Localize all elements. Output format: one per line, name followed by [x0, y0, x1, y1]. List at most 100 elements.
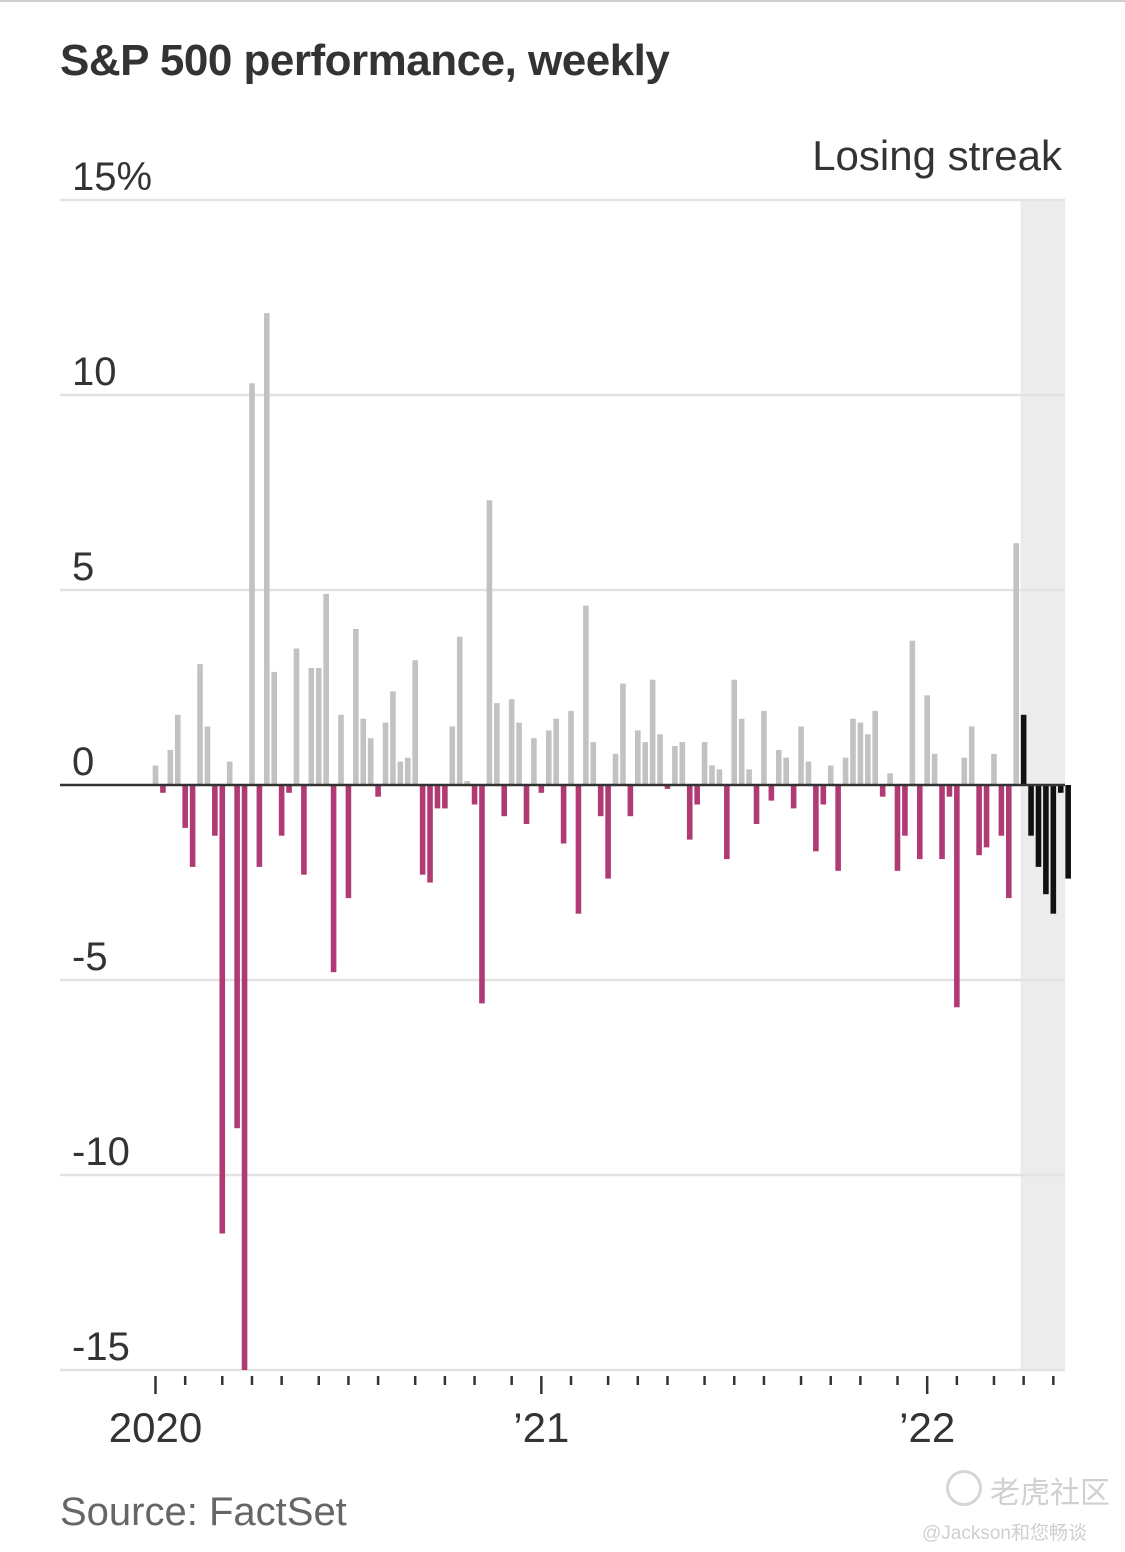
- bar: [976, 785, 982, 856]
- bar: [293, 648, 300, 785]
- bar: [501, 785, 508, 817]
- bar: [798, 726, 804, 785]
- bar: [1043, 785, 1049, 895]
- bar: [835, 785, 841, 871]
- bar: [731, 679, 738, 785]
- bar: [226, 761, 233, 785]
- bar: [508, 699, 515, 785]
- grid-layer: [60, 198, 1065, 1372]
- bar: [427, 785, 433, 883]
- bar: [382, 722, 389, 785]
- bar: [946, 785, 953, 797]
- bar: [575, 785, 582, 914]
- bar: [746, 769, 752, 785]
- bar: [738, 718, 745, 785]
- bar: [679, 742, 686, 785]
- bar: [865, 734, 871, 785]
- bar: [442, 785, 448, 809]
- y-tick-label: -10: [72, 1130, 130, 1174]
- bar: [1065, 785, 1071, 879]
- bar: [486, 500, 493, 785]
- bar: [241, 785, 248, 1370]
- bar: [1028, 785, 1034, 836]
- bar: [583, 605, 589, 785]
- bar: [813, 785, 819, 852]
- bar: [212, 785, 218, 836]
- bar: [701, 742, 708, 785]
- top-rule: [0, 0, 1125, 2]
- bar: [879, 785, 886, 797]
- bar: [1057, 785, 1064, 793]
- bar: [857, 722, 864, 785]
- bar: [404, 757, 411, 785]
- bar: [716, 769, 723, 785]
- y-tick-label: 10: [72, 350, 117, 394]
- bar: [724, 785, 730, 860]
- bar: [894, 785, 901, 871]
- bar: [167, 749, 174, 785]
- bar: [330, 785, 337, 973]
- bar: [805, 761, 812, 785]
- bar: [234, 785, 240, 1129]
- bar: [635, 730, 641, 785]
- bar: [775, 749, 782, 785]
- bar: [315, 668, 322, 785]
- bar: [219, 785, 226, 1234]
- bar: [456, 636, 463, 785]
- bar: [790, 785, 797, 809]
- bar: [768, 785, 775, 801]
- y-tick-label: 15%: [72, 155, 152, 199]
- bar: [597, 785, 604, 817]
- bar: [249, 383, 255, 785]
- bar: [256, 785, 263, 867]
- x-tick-label: 2020: [109, 1404, 202, 1451]
- bar: [560, 785, 567, 844]
- bar: [842, 757, 849, 785]
- bar: [360, 718, 367, 785]
- bar: [954, 785, 960, 1008]
- bar: [1006, 785, 1012, 899]
- bar: [753, 785, 760, 824]
- bar: [627, 785, 634, 817]
- bar: [605, 785, 611, 879]
- bar: [397, 761, 404, 785]
- bar: [909, 640, 916, 785]
- source-note: Source: FactSet: [60, 1490, 347, 1534]
- bar: [286, 785, 292, 793]
- bar: [197, 664, 203, 785]
- bar: [664, 785, 671, 789]
- bar: [783, 757, 789, 785]
- bar: [152, 765, 159, 785]
- bar: [204, 726, 211, 785]
- bar: [174, 714, 181, 785]
- y-tick-label: 5: [72, 545, 94, 589]
- bar: [353, 629, 359, 785]
- bar: [820, 785, 827, 805]
- bar: [345, 785, 352, 899]
- bar: [182, 785, 188, 828]
- bar: [494, 703, 500, 785]
- bar: [390, 691, 396, 785]
- bar: [538, 785, 545, 793]
- bar: [531, 738, 537, 785]
- bar: [694, 785, 700, 805]
- bar: [338, 714, 344, 785]
- bar: [189, 785, 196, 867]
- bar: [998, 785, 1005, 836]
- bar: [642, 742, 649, 785]
- y-tick-label: 0: [72, 740, 94, 784]
- bar: [471, 785, 478, 805]
- watermark-logo-icon: [946, 1470, 982, 1506]
- bar: [612, 753, 619, 785]
- bar: [301, 785, 307, 875]
- bar: [160, 785, 166, 793]
- bar: [308, 668, 315, 785]
- bar: [375, 785, 381, 797]
- bar-layer: [152, 313, 1071, 1370]
- bar: [686, 785, 693, 840]
- bar: [649, 679, 656, 785]
- bar: [1050, 785, 1057, 914]
- bar: [412, 660, 418, 785]
- x-tick-label: ’21: [513, 1404, 569, 1451]
